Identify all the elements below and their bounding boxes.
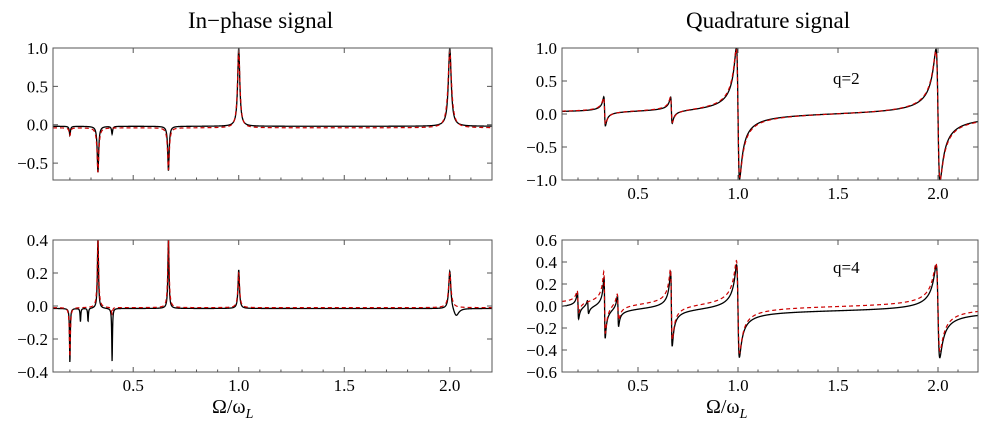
y-tick-label: 0.0	[27, 297, 48, 316]
x-tick-label: 1.5	[827, 376, 848, 395]
series-exact-line	[53, 48, 492, 173]
x-tick-label: 1.5	[334, 376, 355, 395]
x-tick-label: 1.0	[727, 376, 748, 395]
plot-frame	[52, 47, 493, 181]
series-approx-line	[562, 259, 978, 354]
y-tick-label: 0.6	[536, 231, 557, 250]
left-column-title: In−phase signal	[188, 8, 334, 33]
x-tick-label: 2.0	[927, 376, 948, 395]
left-xlabel-text: Ω/ω	[212, 396, 246, 418]
y-tick-label: 0.5	[536, 72, 557, 91]
panel-inphase-q4: 0.5 1.0 1.5 2.0 −0.4 −0.2 0.0 0.2 0.4	[17, 231, 493, 395]
y-tick-label: 0.2	[27, 264, 48, 283]
x-tick-label: 1.0	[727, 184, 748, 203]
left-xlabel-sub: L	[245, 407, 254, 422]
x-tick-label: 0.5	[123, 376, 144, 395]
y-tick-label: 0.2	[536, 275, 557, 294]
series-approx-line	[53, 240, 492, 357]
plot-frame	[52, 239, 493, 373]
x-tick-label: 0.5	[627, 376, 648, 395]
plot-frame	[561, 239, 979, 373]
plot-frame	[561, 47, 979, 181]
y-tick-label: −0.5	[17, 154, 48, 173]
left-xlabel: Ω/ωL	[212, 396, 253, 423]
series-exact-line	[562, 263, 978, 359]
panel-quadrature-q2: 0.5 1.0 1.5 2.0 −1.0 −0.5 0.0 0.5 1.0	[526, 39, 979, 203]
y-tick-label: 0.0	[536, 297, 557, 316]
right-xlabel-text: Ω/ω	[706, 396, 740, 418]
series-approx-line	[562, 48, 978, 180]
y-tick-label: −0.4	[526, 341, 557, 360]
panel-label-q2: q=2	[833, 69, 860, 88]
panel-label-q4: q=4	[833, 258, 860, 277]
y-tick-label: 0.4	[27, 231, 49, 250]
y-tick-label: 0.4	[536, 253, 558, 272]
series-approx-line	[53, 49, 492, 173]
series-exact-line	[562, 48, 978, 180]
y-tick-label: −1.0	[526, 171, 557, 190]
y-tick-label: −0.5	[526, 138, 557, 157]
y-tick-label: −0.4	[17, 363, 48, 382]
right-xlabel-sub: L	[739, 407, 748, 422]
series-exact-line	[53, 240, 492, 363]
x-tick-label: 2.0	[927, 184, 948, 203]
panel-quadrature-q4: 0.5 1.0 1.5 2.0 −0.6 −0.4 −0.2 0.0 0.2 0.4 0.6	[526, 231, 979, 395]
y-tick-label: 0.0	[536, 105, 557, 124]
y-tick-label: −0.6	[526, 363, 557, 382]
y-tick-label: −0.2	[17, 330, 48, 349]
x-tick-label: 1.5	[827, 184, 848, 203]
y-tick-label: 0.5	[27, 77, 48, 96]
right-column-title: Quadrature signal	[686, 8, 851, 33]
y-tick-label: 1.0	[536, 39, 557, 58]
panel-inphase-q2: −0.5 0.0 0.5 1.0	[17, 39, 493, 181]
x-tick-label: 0.5	[627, 184, 648, 203]
y-tick-label: 0.0	[27, 116, 48, 135]
y-tick-label: −0.2	[526, 319, 557, 338]
x-tick-label: 1.0	[228, 376, 249, 395]
x-tick-label: 2.0	[439, 376, 460, 395]
right-xlabel: Ω/ωL	[706, 396, 747, 423]
y-tick-label: 1.0	[27, 39, 48, 58]
